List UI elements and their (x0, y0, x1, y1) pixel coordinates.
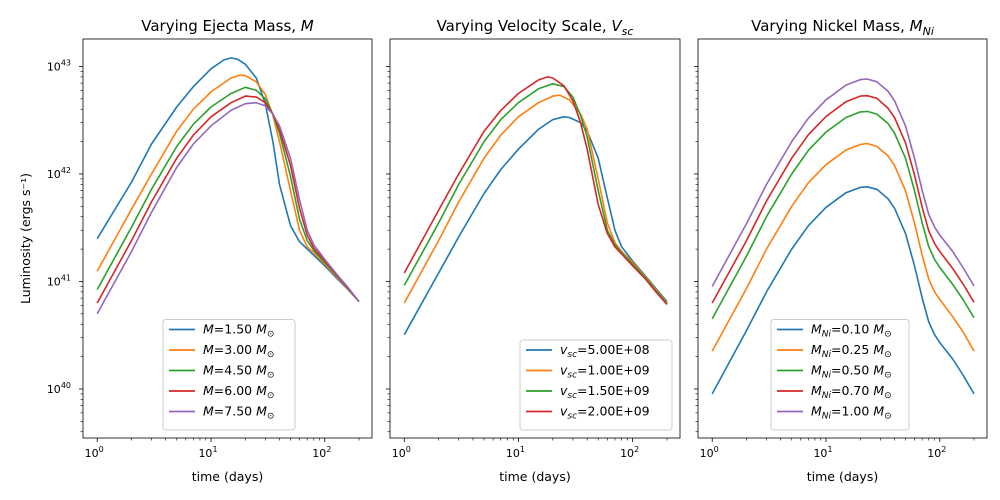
x-tick-label: 100 (392, 445, 411, 460)
series-line-2 (96, 86, 360, 303)
legend-label: MNi=0.70 M⊙ (811, 383, 892, 401)
series-line-0 (96, 57, 360, 303)
legend-label: MNi=0.25 M⊙ (811, 342, 892, 360)
series-line-3 (403, 76, 668, 306)
x-axis-label: time (days) (192, 469, 263, 484)
axes-frame (82, 38, 373, 439)
legend-label: vsc=1.00E+09 (560, 363, 650, 381)
legend: MNi=0.10 M⊙ MNi=0.25 M⊙ MNi=0.50 M⊙ MNi=0.7… (770, 319, 910, 431)
axes-frame (697, 38, 988, 439)
legend-label: M=1.50 M⊙ (203, 322, 274, 340)
x-tick-label: 101 (813, 445, 832, 460)
x-tick-label: 102 (620, 445, 639, 460)
legend-box (162, 319, 296, 431)
x-axis-label: time (days) (807, 469, 878, 484)
legend-label: M=4.50 M⊙ (203, 363, 274, 381)
x-tick-label: 102 (312, 445, 331, 460)
x-tick-label: 101 (198, 445, 217, 460)
legend: vsc=5.00E+08 vsc=1.00E+09 vsc=1.50E+09 vsc=… (519, 339, 673, 431)
y-tick-label: 1040 (47, 381, 71, 396)
series-line-0 (711, 186, 975, 395)
x-tick-label: 102 (927, 445, 946, 460)
legend-label: M=3.00 M⊙ (203, 342, 274, 360)
panel-nickel-mass: 100 101 102 Varying Nickel Mass, MNi time (d… (694, 17, 988, 484)
legend-box (519, 339, 673, 431)
series-line-2 (711, 110, 975, 320)
panel-velocity-scale: 100 101 102 Varying Velocity Scale, Vsc time… (386, 17, 681, 484)
panel-ejecta-mass: 100 101 102 1040 1041 1042 1043 Varying Ejecta … (18, 17, 373, 484)
y-tick-label: 1041 (47, 273, 71, 288)
series-line-4 (711, 78, 975, 287)
legend-box (770, 319, 910, 431)
series-line-1 (96, 74, 360, 303)
series-line-1 (403, 94, 668, 304)
series-line-0 (403, 116, 668, 336)
legend-label: M=6.00 M⊙ (203, 383, 274, 401)
legend-label: M=7.50 M⊙ (203, 404, 274, 422)
panel-title: Varying Ejecta Mass, M (141, 17, 314, 35)
series-line-3 (711, 94, 975, 304)
series-line-4 (96, 101, 360, 315)
axes-frame (389, 38, 681, 439)
legend-label: MNi=1.00 M⊙ (811, 404, 892, 422)
panel-title: Varying Nickel Mass, MNi (751, 17, 934, 38)
x-tick-label: 101 (506, 445, 525, 460)
y-tick-label: 1042 (47, 166, 71, 181)
y-axis-label: Luminosity (ergs s⁻¹) (18, 173, 33, 304)
legend-label: MNi=0.50 M⊙ (811, 363, 892, 381)
series-line-2 (403, 83, 668, 305)
legend-label: vsc=5.00E+08 (560, 342, 650, 360)
series-line-3 (96, 95, 360, 304)
legend-label: vsc=1.50E+09 (560, 383, 650, 401)
y-tick-label: 1043 (47, 58, 71, 73)
series-line-1 (711, 142, 975, 352)
legend-label: MNi=0.10 M⊙ (811, 322, 892, 340)
panel-title: Varying Velocity Scale, Vsc (437, 17, 634, 38)
x-axis-label: time (days) (499, 469, 570, 484)
legend: M=1.50 M⊙ M=3.00 M⊙ M=4.50 M⊙ M=6.00 M⊙ M=7.… (162, 319, 296, 431)
legend-label: vsc=2.00E+09 (560, 404, 650, 422)
x-tick-label: 100 (700, 445, 719, 460)
x-tick-label: 100 (85, 445, 104, 460)
